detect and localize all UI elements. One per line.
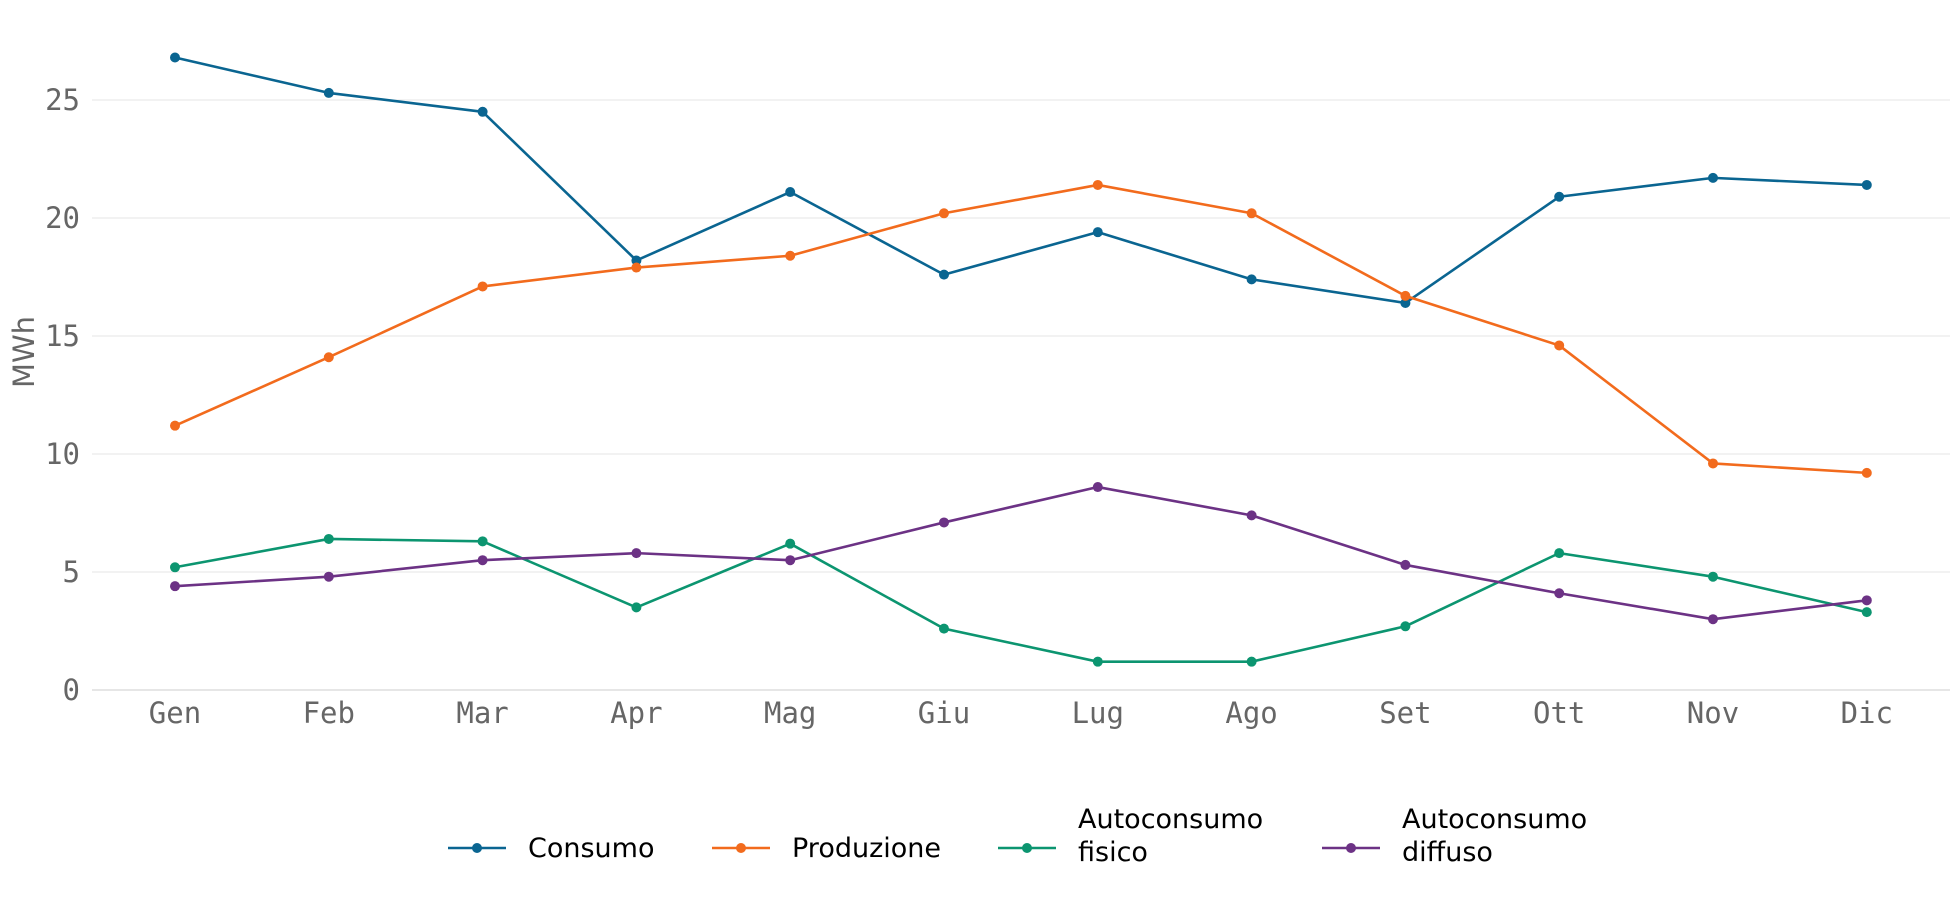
x-tick-label: Mar xyxy=(456,696,508,730)
legend-item: Autoconsumo fisico xyxy=(998,804,1263,868)
legend-label: Produzione xyxy=(792,833,941,864)
series-4 xyxy=(170,482,1872,625)
x-tick-label: Set xyxy=(1379,696,1431,730)
data-point xyxy=(477,536,488,547)
data-point xyxy=(1246,510,1257,521)
data-point xyxy=(1861,595,1872,606)
data-point xyxy=(323,571,334,582)
data-point xyxy=(939,623,949,634)
x-tick-label: Feb xyxy=(303,696,355,730)
data-point xyxy=(1246,208,1257,219)
y-tick-label: 0 xyxy=(63,673,80,707)
x-tick-labels: Gen Feb Mar Apr Mag Giu Lug Ago Set Ott Nov Dic xyxy=(149,696,1893,730)
data-point xyxy=(477,281,488,292)
data-point xyxy=(1554,548,1565,559)
x-tick-label: Apr xyxy=(610,696,662,730)
data-point xyxy=(1554,191,1565,202)
data-point xyxy=(939,208,949,219)
series-line xyxy=(174,183,1867,475)
data-point xyxy=(785,187,796,198)
data-point xyxy=(1092,179,1103,190)
grid-lines xyxy=(92,99,1950,691)
series-1 xyxy=(170,52,1872,308)
data-point xyxy=(1861,179,1872,190)
legend-item: Consumo xyxy=(448,833,654,864)
data-point xyxy=(170,420,180,431)
data-point xyxy=(170,562,180,573)
series-line xyxy=(174,485,1867,621)
data-point xyxy=(170,581,180,592)
data-point xyxy=(1092,482,1103,493)
y-tick-label: 5 xyxy=(63,555,80,589)
data-point xyxy=(785,538,796,549)
legend: Consumo Produzione Autoconsumo fisico Autoco… xyxy=(448,804,1587,868)
y-tick-label: 10 xyxy=(45,437,80,471)
series-line xyxy=(174,56,1867,305)
legend-swatch-marker xyxy=(736,843,746,853)
x-tick-label: Dic xyxy=(1841,696,1893,730)
data-point xyxy=(1246,274,1257,285)
legend-item: Autoconsumo diffuso xyxy=(1322,804,1587,868)
x-tick-label: Ago xyxy=(1225,696,1277,730)
data-point xyxy=(323,533,334,544)
y-tick-label: 20 xyxy=(45,201,80,235)
legend-item: Produzione xyxy=(712,833,941,864)
data-point xyxy=(939,517,949,528)
data-point xyxy=(1708,571,1718,582)
x-tick-label: Giu xyxy=(918,696,970,730)
data-point xyxy=(785,250,796,261)
data-point xyxy=(1708,458,1718,469)
x-tick-label: Mag xyxy=(764,696,816,730)
data-point xyxy=(1400,290,1411,301)
legend-label: Consumo xyxy=(528,833,654,864)
legend-swatch-marker xyxy=(1346,843,1356,853)
data-point xyxy=(1554,588,1565,599)
y-axis-title: MWh xyxy=(7,316,41,388)
data-point xyxy=(1861,467,1872,478)
data-point xyxy=(477,106,488,117)
legend-swatch-marker xyxy=(1022,843,1032,853)
data-point xyxy=(631,548,642,559)
x-tick-label: Lug xyxy=(1072,696,1124,730)
series-layer xyxy=(170,52,1872,667)
data-point xyxy=(1092,227,1103,238)
data-point xyxy=(1092,656,1103,667)
data-point xyxy=(1400,621,1411,632)
x-tick-label: Ott xyxy=(1533,696,1585,730)
series-3 xyxy=(170,533,1872,667)
y-tick-label: 25 xyxy=(45,83,80,117)
data-point xyxy=(1708,614,1718,625)
data-point xyxy=(631,255,642,266)
data-point xyxy=(1554,340,1565,351)
data-point xyxy=(785,555,796,566)
data-point xyxy=(170,52,180,63)
data-point xyxy=(631,602,642,613)
data-point xyxy=(323,87,334,98)
data-point xyxy=(323,352,334,363)
series-line xyxy=(174,537,1868,663)
series-2 xyxy=(170,179,1872,478)
data-point xyxy=(939,269,949,280)
legend-swatch-marker xyxy=(472,843,482,853)
data-point xyxy=(1246,656,1257,667)
data-point xyxy=(477,555,488,566)
data-point xyxy=(1400,297,1411,308)
data-point xyxy=(631,262,642,273)
legend-label: Autoconsumo fisico xyxy=(1078,804,1263,868)
x-tick-label: Nov xyxy=(1687,696,1739,730)
x-tick-label: Gen xyxy=(149,696,201,730)
y-tick-label: 15 xyxy=(45,319,80,353)
data-point xyxy=(1708,172,1718,183)
data-point xyxy=(1400,559,1411,570)
data-point xyxy=(1861,607,1872,618)
y-tick-labels: 0 5 10 15 20 25 xyxy=(45,83,80,707)
legend-label: Autoconsumo diffuso xyxy=(1402,804,1587,868)
